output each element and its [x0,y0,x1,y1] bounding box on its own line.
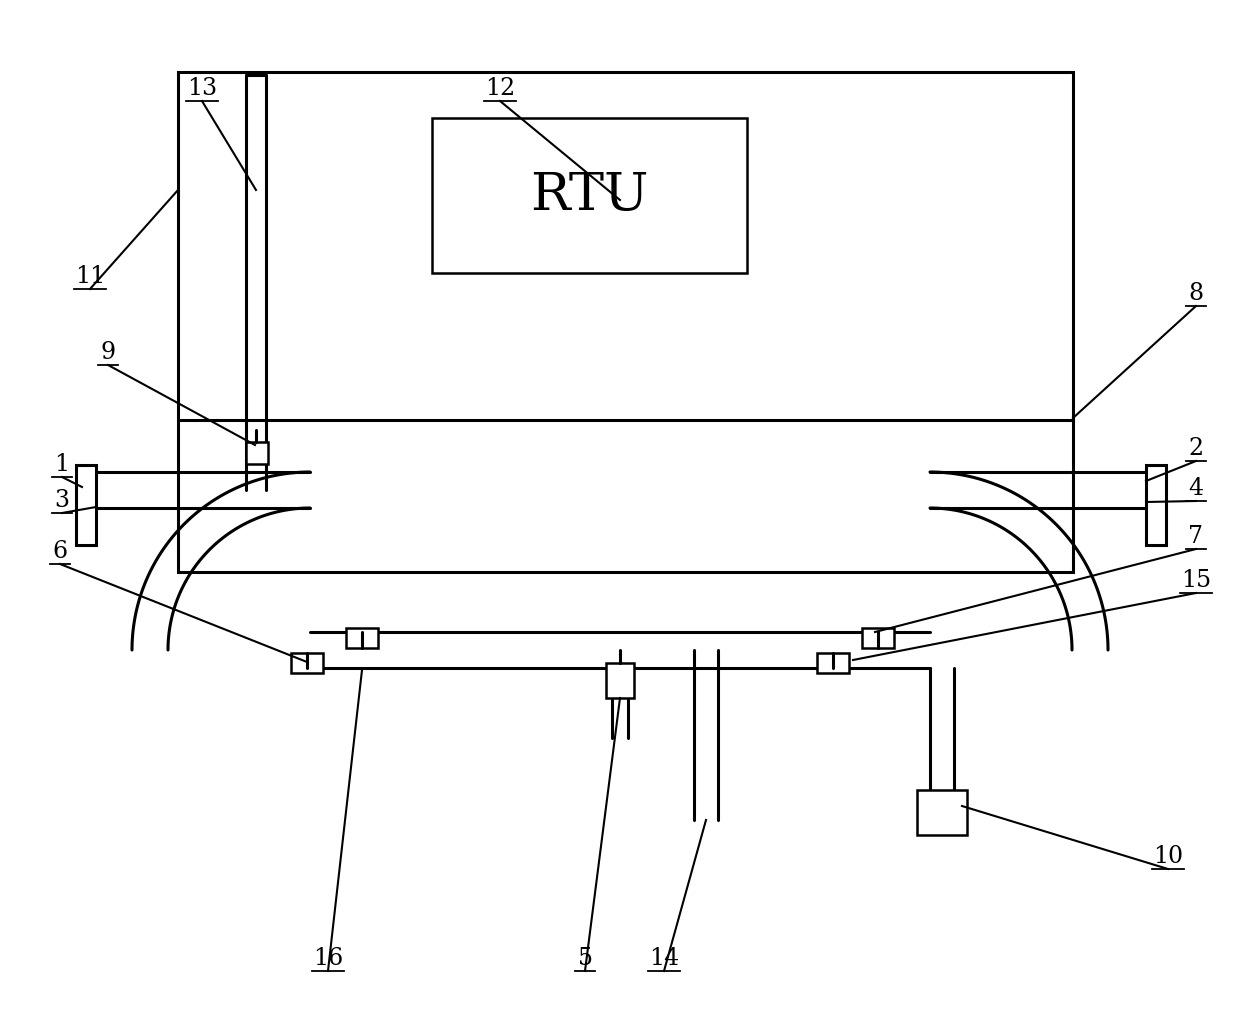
Text: 4: 4 [1188,477,1204,500]
Text: 8: 8 [1188,282,1204,305]
Text: 12: 12 [485,77,515,100]
Bar [862,628,894,648]
Text: 7: 7 [1188,525,1204,548]
Text: 9: 9 [100,341,115,364]
Text: 6: 6 [52,540,67,563]
Bar [179,72,1073,572]
Text: 3: 3 [55,489,69,512]
Bar [606,663,634,698]
Bar [76,465,95,545]
Text: 14: 14 [649,947,680,970]
Text: 5: 5 [578,947,593,970]
Text: 16: 16 [312,947,343,970]
Text: 10: 10 [1153,845,1183,868]
Bar [432,118,746,273]
Text: 15: 15 [1180,569,1211,592]
Bar [246,442,268,464]
Bar [291,653,322,673]
Text: 1: 1 [55,453,69,476]
Text: 13: 13 [187,77,217,100]
Bar [1146,465,1166,545]
Text: RTU: RTU [531,170,649,221]
Text: 2: 2 [1188,437,1204,460]
Bar [346,628,378,648]
Text: 11: 11 [74,265,105,288]
Bar [918,790,967,835]
Bar [817,653,849,673]
